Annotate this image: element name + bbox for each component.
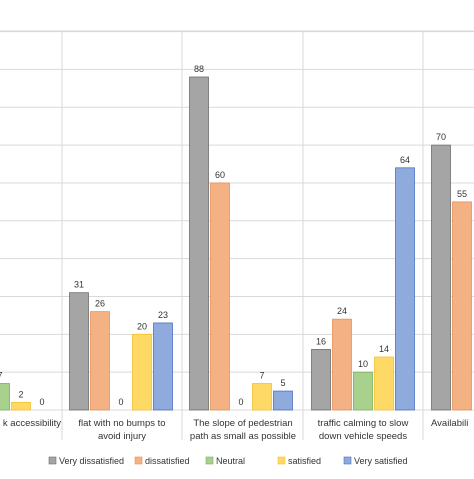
bar-very-satisfied-4 <box>395 167 415 411</box>
legend-label-neutral: Neutral <box>216 456 245 466</box>
value-label-neutral-4: 10 <box>358 359 368 369</box>
value-label-very-dissatisfied-5: 70 <box>436 132 446 142</box>
value-label-dissatisfied-4: 24 <box>337 306 347 316</box>
value-label-neutral-2: 0 <box>118 397 123 407</box>
bar-dissatisfied-4 <box>332 318 352 411</box>
bar-satisfied-1 <box>11 402 31 411</box>
category-label-2: flat with no bumps to avoid injury <box>78 418 165 442</box>
value-label-very-dissatisfied-3: 88 <box>194 64 204 74</box>
value-label-dissatisfied-3: 60 <box>215 170 225 180</box>
legend: Very dissatisfied dissatisfied Neutral sati… <box>48 456 408 466</box>
value-label-very-satisfied-2: 23 <box>158 310 168 320</box>
category-labels: k accessibility flat with no bumps to avoi… <box>3 418 468 442</box>
legend-item-neutral: Neutral <box>205 456 245 466</box>
bar-neutral-1 <box>0 383 10 411</box>
legend-label-satisfied: satisfied <box>288 456 321 466</box>
bar-dissatisfied-2 <box>90 311 110 411</box>
legend-swatch-dissatisfied <box>134 456 143 465</box>
gridlines <box>0 30 474 440</box>
bar-satisfied-3 <box>252 383 272 411</box>
value-labels: 318816702660245570010220714023564 <box>0 64 467 407</box>
value-label-very-dissatisfied-4: 16 <box>316 336 326 346</box>
value-label-very-satisfied-4: 64 <box>400 155 410 165</box>
legend-swatch-satisfied <box>277 456 286 465</box>
legend-swatch-neutral <box>205 456 214 465</box>
value-label-satisfied-2: 20 <box>137 321 147 331</box>
category-label-1: k accessibility <box>3 418 61 429</box>
category-label-4: traffic calming to slow down vehicle spee… <box>318 418 409 442</box>
legend-item-dissatisfied: dissatisfied <box>134 456 190 466</box>
category-label-5: Availabili <box>431 418 468 429</box>
value-label-dissatisfied-2: 26 <box>95 299 105 309</box>
value-label-neutral-1: 7 <box>0 371 3 381</box>
value-label-dissatisfied-5: 55 <box>457 189 467 199</box>
bar-neutral-4 <box>353 371 373 411</box>
bar-very-satisfied-3 <box>273 390 293 411</box>
bar-very-dissatisfied-3 <box>189 76 209 411</box>
value-label-satisfied-1: 2 <box>18 389 23 399</box>
value-label-neutral-3: 0 <box>238 397 243 407</box>
value-label-satisfied-4: 14 <box>379 344 389 354</box>
legend-item-very-satisfied: Very satisfied <box>343 456 408 466</box>
bar-satisfied-4 <box>374 356 394 411</box>
bar-very-dissatisfied-4 <box>311 349 331 411</box>
value-label-very-satisfied-1: 0 <box>39 397 44 407</box>
bar-satisfied-2 <box>132 333 152 411</box>
value-label-very-dissatisfied-2: 31 <box>74 280 84 290</box>
legend-swatch-very-dissatisfied <box>48 456 57 465</box>
value-label-very-satisfied-3: 5 <box>280 378 285 388</box>
bars <box>0 76 472 411</box>
legend-item-very-dissatisfied: Very dissatisfied <box>48 456 124 466</box>
bar-very-dissatisfied-2 <box>69 292 89 411</box>
value-label-satisfied-3: 7 <box>259 371 264 381</box>
legend-label-very-satisfied: Very satisfied <box>354 456 408 466</box>
category-label-3: The slope of pedestrian path as small as … <box>190 418 296 442</box>
legend-label-very-dissatisfied: Very dissatisfied <box>59 456 124 466</box>
bar-very-satisfied-2 <box>153 322 173 411</box>
bar-dissatisfied-5 <box>452 201 472 411</box>
legend-item-satisfied: satisfied <box>277 456 321 466</box>
legend-label-dissatisfied: dissatisfied <box>145 456 190 466</box>
legend-swatch-very-satisfied <box>343 456 352 465</box>
bar-dissatisfied-3 <box>210 182 230 411</box>
bar-very-dissatisfied-5 <box>431 144 451 411</box>
